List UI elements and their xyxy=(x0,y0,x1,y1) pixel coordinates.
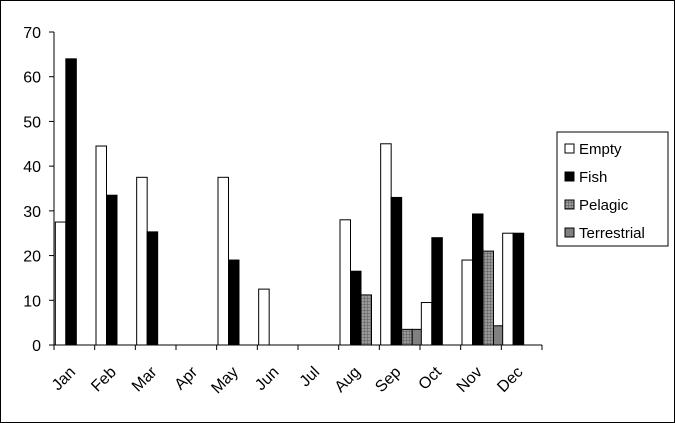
bar-fish xyxy=(512,232,525,346)
plot-area: 0 10 20 30 40 50 60 70 Jan Feb Mar Apr May Jun Jul Aug S… xyxy=(23,25,543,397)
legend-box xyxy=(556,131,669,247)
x-tick-label: Jul xyxy=(297,364,323,390)
x-tick-label: Nov xyxy=(454,364,486,396)
legend-label-terrestrial: Terrestrial xyxy=(579,225,645,242)
bar-empty xyxy=(339,219,351,346)
bar-pelagic xyxy=(360,294,372,346)
bar-empty xyxy=(420,302,433,346)
x-tick-label: Sep xyxy=(372,364,404,396)
y-tick-label: 70 xyxy=(23,25,41,42)
legend-swatch-terrestrial xyxy=(564,227,575,238)
bar-empty xyxy=(136,176,148,346)
bar-fish xyxy=(228,259,240,346)
x-tick-label: Dec xyxy=(494,364,526,396)
bar-fish xyxy=(146,231,159,346)
legend-label-empty: Empty xyxy=(579,141,622,158)
legend: Empty Fish Pelagic Terrestrial xyxy=(556,131,669,247)
bar-pelagic xyxy=(482,250,494,346)
x-tick-label: Jun xyxy=(252,364,282,394)
bar-empty xyxy=(258,288,270,346)
y-tick-label: 10 xyxy=(23,293,41,310)
x-tick-label: Apr xyxy=(172,363,202,393)
legend-swatch-empty xyxy=(564,143,575,154)
bar-fish xyxy=(65,58,77,346)
bar-empty xyxy=(380,143,392,346)
x-tick-label: Feb xyxy=(88,364,120,396)
y-tick-label: 60 xyxy=(23,70,41,87)
y-tick-label: 50 xyxy=(23,114,41,131)
x-tick-label: Oct xyxy=(416,363,446,393)
bar-empty xyxy=(54,221,67,346)
y-tick-label: 20 xyxy=(23,249,41,266)
bar-empty xyxy=(95,145,107,346)
bar-pelagic xyxy=(401,328,413,346)
bar-empty xyxy=(461,259,473,346)
bar-fish xyxy=(472,213,484,346)
bar-empty xyxy=(502,232,514,346)
x-tick-label: Mar xyxy=(129,363,161,395)
y-tick-label: 40 xyxy=(23,159,41,176)
y-tick-label: 30 xyxy=(23,204,41,221)
bar-fish xyxy=(431,237,443,346)
x-tick-label: May xyxy=(208,364,241,397)
legend-label-pelagic: Pelagic xyxy=(579,197,629,214)
legend-swatch-fish xyxy=(564,171,575,182)
y-tick-label: 0 xyxy=(32,338,41,355)
legend-label-fish: Fish xyxy=(579,169,607,186)
bar-fish xyxy=(350,270,362,346)
bar-fish xyxy=(390,196,403,346)
x-tick-label: Jan xyxy=(49,364,79,394)
x-tick-label: Aug xyxy=(332,364,364,396)
legend-swatch-pelagic xyxy=(564,199,575,210)
bar-empty xyxy=(217,176,229,346)
bar-fish xyxy=(106,194,118,346)
